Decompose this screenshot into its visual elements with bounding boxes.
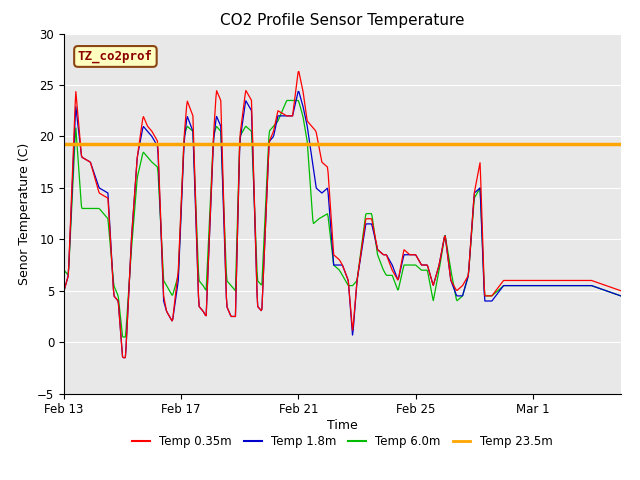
Temp 6.0m	[385, 273, 392, 278]
Title: CO2 Profile Sensor Temperature: CO2 Profile Sensor Temperature	[220, 13, 465, 28]
Temp 0.35m	[295, 69, 303, 74]
Temp 23.5m	[60, 141, 68, 146]
Temp 1.8m	[94, 182, 102, 188]
Temp 0.35m	[484, 293, 492, 299]
Temp 6.0m	[94, 205, 102, 211]
Temp 0.35m	[60, 288, 68, 294]
Line: Temp 0.35m: Temp 0.35m	[64, 72, 621, 358]
Temp 6.0m	[484, 293, 492, 299]
Temp 6.0m	[541, 283, 548, 288]
Temp 6.0m	[283, 97, 291, 103]
Temp 6.0m	[60, 267, 68, 273]
Temp 1.8m	[541, 283, 548, 288]
Temp 6.0m	[617, 293, 625, 299]
Temp 1.8m	[617, 293, 625, 299]
Temp 1.8m	[416, 260, 424, 265]
Temp 0.35m	[120, 355, 127, 360]
X-axis label: Time: Time	[327, 419, 358, 432]
Line: Temp 6.0m: Temp 6.0m	[64, 100, 621, 337]
Temp 0.35m	[399, 250, 407, 255]
Temp 0.35m	[94, 187, 102, 192]
Temp 1.8m	[385, 256, 392, 262]
Temp 1.8m	[60, 288, 68, 294]
Temp 0.35m	[416, 260, 424, 265]
Temp 0.35m	[385, 258, 392, 264]
Legend: Temp 0.35m, Temp 1.8m, Temp 6.0m, Temp 23.5m: Temp 0.35m, Temp 1.8m, Temp 6.0m, Temp 2…	[127, 430, 557, 453]
Temp 1.8m	[120, 355, 127, 360]
Temp 1.8m	[484, 298, 492, 304]
Temp 1.8m	[399, 254, 407, 260]
Temp 0.35m	[541, 277, 548, 283]
Temp 6.0m	[120, 334, 127, 340]
Temp 6.0m	[399, 264, 407, 270]
Temp 6.0m	[416, 266, 424, 272]
Y-axis label: Senor Temperature (C): Senor Temperature (C)	[19, 143, 31, 285]
Temp 23.5m	[90, 141, 97, 146]
Line: Temp 1.8m: Temp 1.8m	[64, 92, 621, 358]
Text: TZ_co2prof: TZ_co2prof	[78, 50, 153, 63]
Temp 0.35m	[617, 288, 625, 294]
Temp 1.8m	[294, 89, 302, 95]
